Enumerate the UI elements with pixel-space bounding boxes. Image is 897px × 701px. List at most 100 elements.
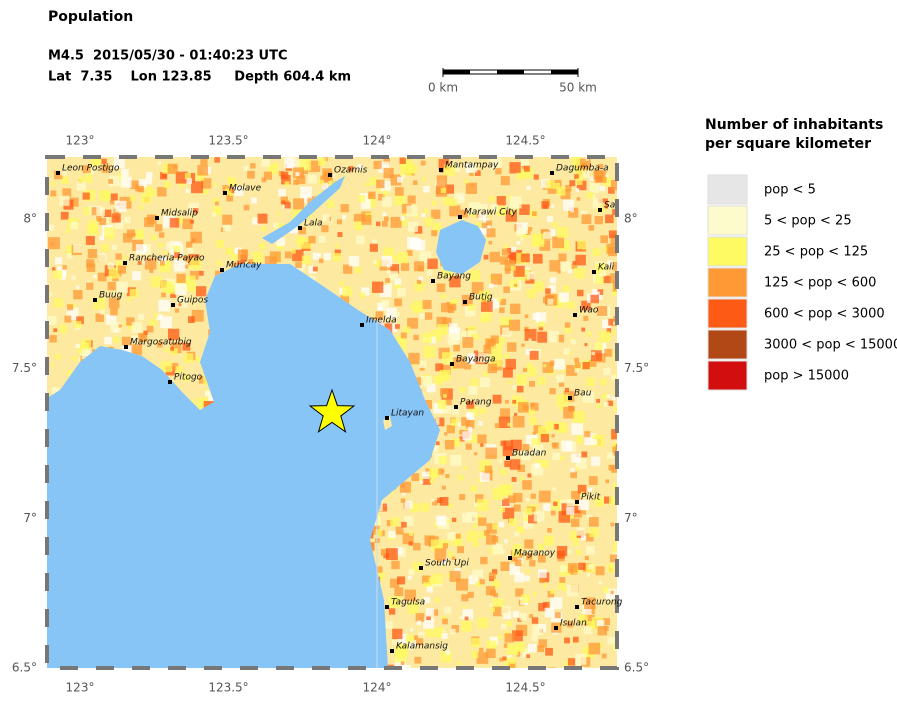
city-dot bbox=[450, 362, 454, 366]
city-dot bbox=[506, 456, 510, 460]
legend-swatch bbox=[707, 236, 748, 267]
lon-tick-label: 124° bbox=[363, 681, 392, 695]
city-dot bbox=[360, 323, 364, 327]
city-dot bbox=[550, 171, 554, 175]
legend-label: pop < 5 bbox=[764, 183, 816, 198]
city-dot bbox=[328, 173, 332, 177]
city-dot bbox=[554, 626, 558, 630]
city-label: Parang bbox=[460, 398, 492, 408]
city-label: Lala bbox=[304, 219, 323, 229]
lake-lanao bbox=[436, 220, 486, 274]
legend-label: 125 < pop < 600 bbox=[764, 276, 876, 291]
city-dot bbox=[592, 270, 596, 274]
legend-swatch bbox=[707, 329, 748, 360]
scale-label: 0 km bbox=[428, 81, 458, 95]
city-label: Bau bbox=[574, 389, 592, 399]
city-label: South Upi bbox=[425, 559, 469, 569]
city-label: Kali bbox=[598, 263, 615, 273]
legend-title: per square kilometer bbox=[705, 136, 871, 152]
city-dot bbox=[124, 345, 128, 349]
city-dot bbox=[385, 416, 389, 420]
city-dot bbox=[385, 605, 389, 609]
city-label: Muricay bbox=[226, 261, 262, 271]
city-dot bbox=[463, 300, 467, 304]
legend-label: 600 < pop < 3000 bbox=[764, 307, 885, 322]
city-label: Isulan bbox=[560, 619, 587, 629]
lat-tick-label: 7.5° bbox=[624, 361, 649, 375]
city-dot bbox=[431, 279, 435, 283]
lon-tick-label: 123.5° bbox=[208, 134, 248, 148]
sea bbox=[47, 264, 440, 668]
lat-tick-label: 6.5° bbox=[12, 661, 37, 675]
city-label: Dagumba-a bbox=[556, 164, 609, 174]
legend-label: 5 < pop < 25 bbox=[764, 214, 852, 229]
legend: Number of inhabitants per square kilomete… bbox=[705, 117, 897, 391]
legend-swatch bbox=[707, 360, 748, 391]
city-label: Rancheria Payao bbox=[129, 254, 205, 264]
city-dot bbox=[220, 268, 224, 272]
scale-bar: 0 km 50 km bbox=[428, 68, 597, 95]
legend-swatch bbox=[707, 267, 748, 298]
city-dot bbox=[458, 215, 462, 219]
city-label: Buug bbox=[99, 291, 123, 301]
lat-tick-label: 7° bbox=[624, 511, 638, 525]
city-dot bbox=[93, 298, 97, 302]
city-label: Pikit bbox=[581, 493, 601, 503]
city-dot bbox=[419, 566, 423, 570]
city-dot bbox=[439, 168, 443, 172]
legend-label: 25 < pop < 125 bbox=[764, 245, 868, 260]
lat-tick-label: 7° bbox=[23, 511, 37, 525]
city-dot bbox=[508, 556, 512, 560]
lon-tick-label: 123° bbox=[66, 681, 95, 695]
city-label: Margosatubig bbox=[130, 338, 192, 348]
city-dot bbox=[155, 216, 159, 220]
event-line: M4.5 2015/05/30 - 01:40:23 UTC bbox=[48, 49, 287, 64]
city-label: Buadan bbox=[512, 449, 547, 459]
title: Population bbox=[48, 9, 133, 25]
lon-tick-label: 124.5° bbox=[505, 681, 545, 695]
lon-tick-label: 123.5° bbox=[208, 681, 248, 695]
city-label: Pitogo bbox=[174, 373, 203, 383]
lat-tick-label: 7.5° bbox=[12, 361, 37, 375]
epicenter bbox=[308, 388, 356, 434]
city-dot bbox=[454, 405, 458, 409]
map: 123° 123° 123.5° 123.5° 124° 124° 124.5° 124.5°… bbox=[12, 134, 649, 695]
city-label: Ozamis bbox=[334, 166, 368, 176]
city-dot bbox=[598, 208, 602, 212]
city-dot bbox=[568, 396, 572, 400]
lon-tick-label: 124.5° bbox=[505, 134, 545, 148]
city-dot bbox=[56, 171, 60, 175]
city-label: Litayan bbox=[391, 409, 424, 419]
city-label: Sa bbox=[604, 201, 615, 211]
city-label: Leon Postigo bbox=[62, 164, 120, 174]
city-label: Mantampay bbox=[445, 161, 499, 171]
city-dot bbox=[168, 380, 172, 384]
city-dot bbox=[298, 226, 302, 230]
city-label: Bayanga bbox=[456, 355, 495, 365]
cities: Leon Postigo Ozamis Mantampay Dagumba-a Mola… bbox=[56, 161, 623, 653]
city-label: Molave bbox=[229, 184, 262, 194]
city-dot bbox=[575, 500, 579, 504]
legend-label: 3000 < pop < 15000 bbox=[764, 338, 897, 353]
city-label: Imelda bbox=[366, 316, 397, 326]
city-dot bbox=[573, 313, 577, 317]
city-label: Butig bbox=[469, 293, 493, 303]
legend-swatch bbox=[707, 298, 748, 329]
lon-tick-label: 124° bbox=[363, 134, 392, 148]
legend-label: pop > 15000 bbox=[764, 369, 849, 384]
city-dot bbox=[223, 191, 227, 195]
city-dot bbox=[171, 303, 175, 307]
legend-swatch bbox=[707, 205, 748, 236]
location-line: Lat 7.35 Lon 123.85 Depth 604.4 km bbox=[48, 70, 351, 85]
legend-title: Number of inhabitants bbox=[705, 117, 883, 133]
city-dot bbox=[390, 649, 394, 653]
panguil-bay bbox=[262, 176, 345, 244]
city-label: Tagulsa bbox=[391, 598, 425, 608]
lat-tick-label: 8° bbox=[23, 212, 37, 226]
legend-swatch bbox=[707, 174, 748, 205]
lat-tick-label: 8° bbox=[624, 212, 638, 226]
city-label: Bayang bbox=[437, 272, 471, 282]
city-label: Marawi City bbox=[464, 208, 518, 218]
scale-label: 50 km bbox=[559, 81, 597, 95]
